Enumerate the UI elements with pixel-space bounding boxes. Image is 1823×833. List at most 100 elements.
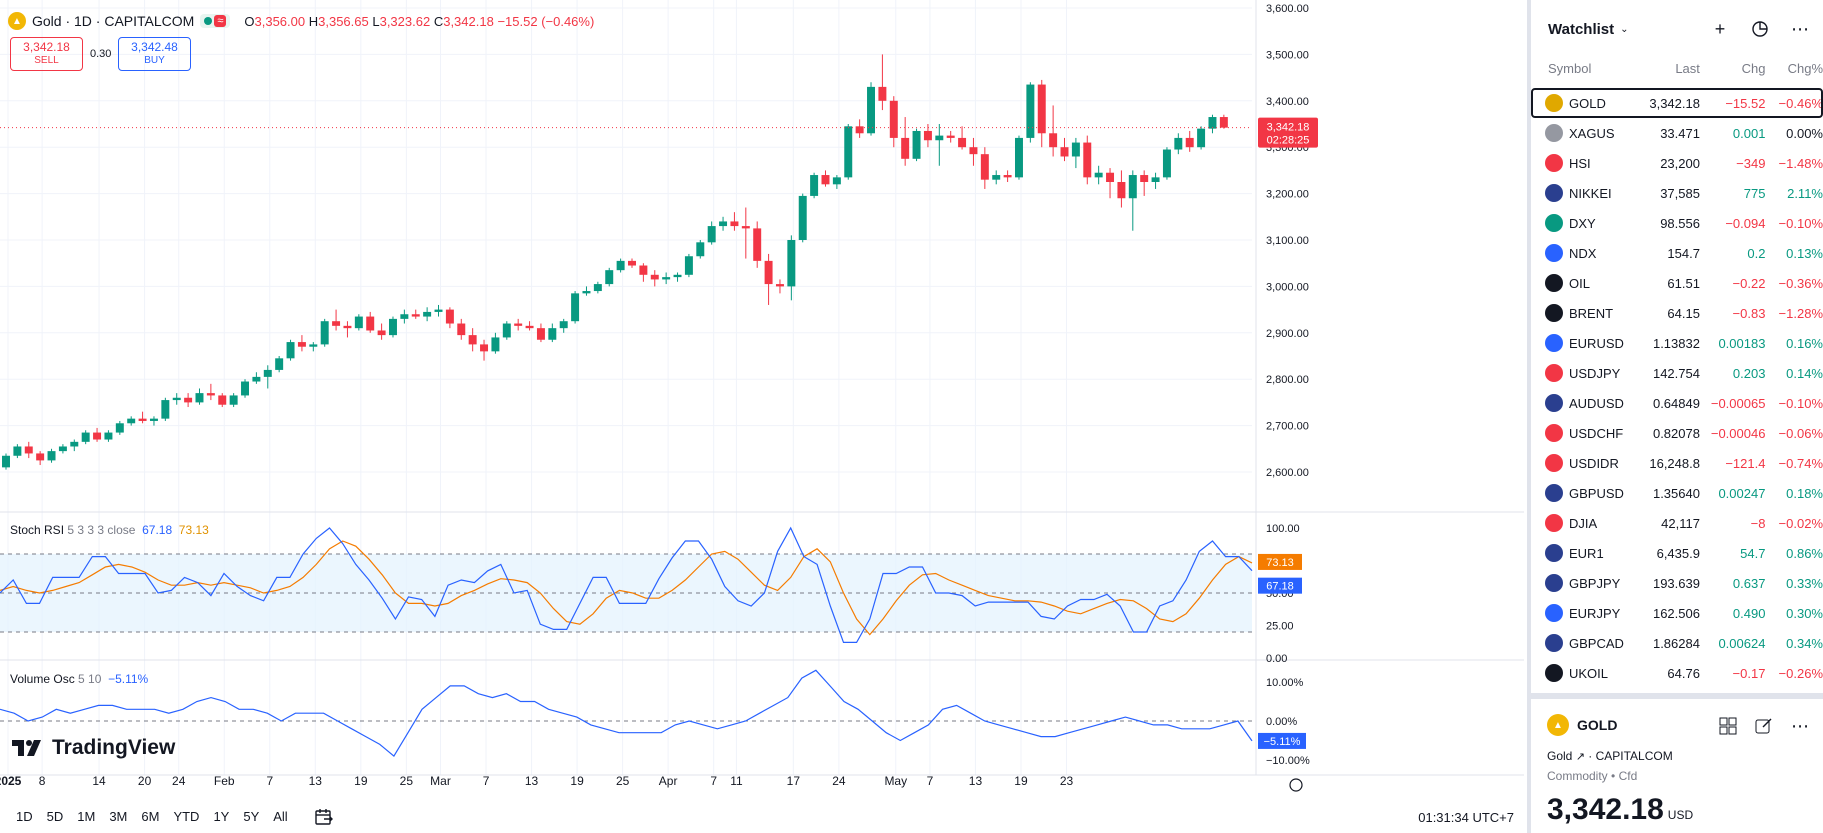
watchlist-row[interactable]: NIKKEI 37,585 775 2.11% [1531, 178, 1823, 208]
candle-body [889, 100, 898, 138]
volume-osc-legend[interactable]: Volume Osc 5 10 −5.11% [10, 672, 149, 686]
row-change-percent: −0.74% [1778, 455, 1823, 471]
chevron-down-icon[interactable]: ⌄ [1620, 23, 1629, 35]
candle-body [878, 86, 887, 101]
market-status-badge[interactable]: ≈ [200, 14, 231, 28]
main-chart-svg[interactable]: 3,600.003,500.003,400.003,300.003,200.00… [0, 0, 1524, 800]
range-ytd[interactable]: YTD [173, 809, 200, 824]
candle-body [275, 358, 284, 370]
row-symbol: XAGUS [1569, 125, 1615, 141]
vol-osc-badge [1258, 732, 1306, 749]
row-change-percent: 0.34% [1786, 635, 1823, 651]
price-axis[interactable]: 3,600.003,500.003,400.003,300.003,200.00… [0, 3, 1318, 792]
stoch-rsi-legend[interactable]: Stoch RSI 5 3 3 3 close 67.18 73.13 [10, 523, 209, 537]
candle-body [980, 154, 989, 180]
col-symbol[interactable]: Symbol [1548, 60, 1592, 76]
range-6m[interactable]: 6M [141, 809, 160, 824]
range-3m[interactable]: 3M [109, 809, 128, 824]
watchlist-row[interactable]: OIL 61.51 −0.22 −0.36% [1531, 268, 1823, 298]
range-1m[interactable]: 1M [77, 809, 96, 824]
time-tick-label: 13 [309, 774, 323, 788]
tradingview-logo[interactable]: TradingView [12, 736, 175, 760]
time-tick-label: 2025 [0, 774, 22, 788]
candle-body [798, 195, 807, 240]
more-options-icon[interactable]: ⋯ [1791, 18, 1809, 39]
symbol-logo-icon [1545, 574, 1563, 592]
row-change: −0.00065 [1710, 395, 1766, 411]
watchlist-row[interactable]: DXY 98.556 −0.094 −0.10% [1531, 208, 1823, 238]
watchlist-row[interactable]: UKOIL 64.76 −0.17 −0.26% [1531, 658, 1823, 688]
detail-exchange[interactable]: CAPITALCOM [1595, 749, 1673, 763]
grid-layout-icon[interactable] [1717, 715, 1739, 737]
candle-body [445, 309, 454, 324]
watchlist-row[interactable]: EURUSD 1.13832 0.00183 0.16% [1531, 328, 1823, 358]
low-value: 3,323.62 [379, 13, 431, 29]
watchlist-row[interactable]: NDX 154.7 0.2 0.13% [1531, 238, 1823, 268]
countdown-label: 02:28:25 [1267, 135, 1310, 147]
candle-body [923, 130, 932, 141]
detail-name-exchange: Gold ↗ · CAPITALCOM [1547, 749, 1673, 763]
candle-body [1174, 137, 1183, 150]
sell-button[interactable]: 3,342.18 SELL [10, 37, 83, 71]
watchlist-row[interactable]: USDJPY 142.754 0.203 0.14% [1531, 358, 1823, 388]
watchlist-row[interactable]: AUDUSD 0.64849 −0.00065 −0.10% [1531, 388, 1823, 418]
watchlist-row[interactable]: DJIA 42,117 −8 −0.02% [1531, 508, 1823, 538]
watchlist-column-headers: Symbol Last Chg Chg% [1531, 58, 1823, 78]
candle-body [218, 395, 227, 405]
col-last[interactable]: Last [1675, 60, 1700, 76]
add-symbol-icon[interactable]: + [1714, 18, 1726, 39]
candle-body [764, 260, 773, 285]
watchlist-row[interactable]: GBPUSD 1.35640 0.00247 0.18% [1531, 478, 1823, 508]
candle-body [1128, 175, 1137, 199]
symbol-title[interactable]: Gold · 1D · CAPITALCOM [32, 13, 195, 29]
watchlist-row[interactable]: GOLD 3,342.18 −15.52 −0.46% [1531, 88, 1823, 118]
candle-body [115, 423, 124, 433]
symbol-logo-icon [1545, 364, 1563, 382]
vol-osc-badge-label: −5.11% [1264, 736, 1301, 748]
clock-timezone[interactable]: 01:31:34 UTC+7 [1418, 810, 1514, 825]
col-chg-pct[interactable]: Chg% [1787, 60, 1823, 76]
advanced-view-icon[interactable] [1749, 18, 1771, 40]
range-1d[interactable]: 1D [16, 809, 33, 824]
high-value: 3,356.65 [318, 13, 369, 29]
range-5y[interactable]: 5Y [243, 809, 260, 824]
range-5d[interactable]: 5D [46, 809, 64, 824]
more-options-icon[interactable]: ⋯ [1791, 715, 1809, 736]
detail-currency: USD [1667, 808, 1694, 822]
watchlist-row[interactable]: EUR1 6,435.9 54.7 0.86% [1531, 538, 1823, 568]
watchlist-row[interactable]: HSI 23,200 −349 −1.48% [1531, 148, 1823, 178]
candle-body [958, 137, 967, 148]
bottom-toolbar: 1D 5D 1M 3M 6M YTD 1Y 5Y All 01:31:34 UT… [0, 800, 1524, 833]
candle-body [650, 274, 659, 280]
time-tick-label: Feb [214, 774, 235, 788]
row-change-percent: −0.46% [1778, 95, 1823, 111]
candle-body [502, 323, 511, 338]
buy-button[interactable]: 3,342.48 BUY [118, 37, 191, 71]
watchlist-row[interactable]: USDIDR 16,248.8 −121.4 −0.74% [1531, 448, 1823, 478]
candle-body [1140, 175, 1149, 182]
candle-body [946, 135, 955, 138]
external-link-icon[interactable]: ↗ [1575, 751, 1585, 763]
range-all[interactable]: All [273, 809, 288, 824]
watchlist-rows: GOLD 3,342.18 −15.52 −0.46% XAGUS 33.471 0.001… [1531, 88, 1823, 688]
watchlist-row[interactable]: GBPCAD 1.86284 0.00624 0.34% [1531, 628, 1823, 658]
row-change: 775 [1743, 185, 1766, 201]
candle-body [229, 395, 238, 405]
range-1y[interactable]: 1Y [213, 809, 230, 824]
candle-body [184, 397, 193, 403]
time-tick-label: 19 [570, 774, 584, 788]
edit-note-icon[interactable] [1753, 715, 1775, 737]
watchlist-row[interactable]: GBPJPY 193.639 0.637 0.33% [1531, 568, 1823, 598]
watchlist-title[interactable]: Watchlist [1548, 20, 1615, 38]
watchlist-row[interactable]: USDCHF 0.82078 −0.00046 −0.06% [1531, 418, 1823, 448]
calendar-goto-icon[interactable] [314, 808, 334, 826]
candle-body [309, 344, 318, 347]
chart-area[interactable]: 3,600.00 3,500.00 3,400.00 3,300.00 3,200.00… [0, 0, 1524, 833]
candle-body [719, 221, 728, 227]
watchlist-row[interactable]: XAGUS 33.471 0.001 0.00% [1531, 118, 1823, 148]
watchlist-row[interactable]: EURJPY 162.506 0.490 0.30% [1531, 598, 1823, 628]
detail-symbol[interactable]: GOLD [1577, 717, 1618, 733]
candle-body [104, 432, 113, 440]
col-chg[interactable]: Chg [1741, 60, 1766, 76]
watchlist-row[interactable]: BRENT 64.15 −0.83 −1.28% [1531, 298, 1823, 328]
